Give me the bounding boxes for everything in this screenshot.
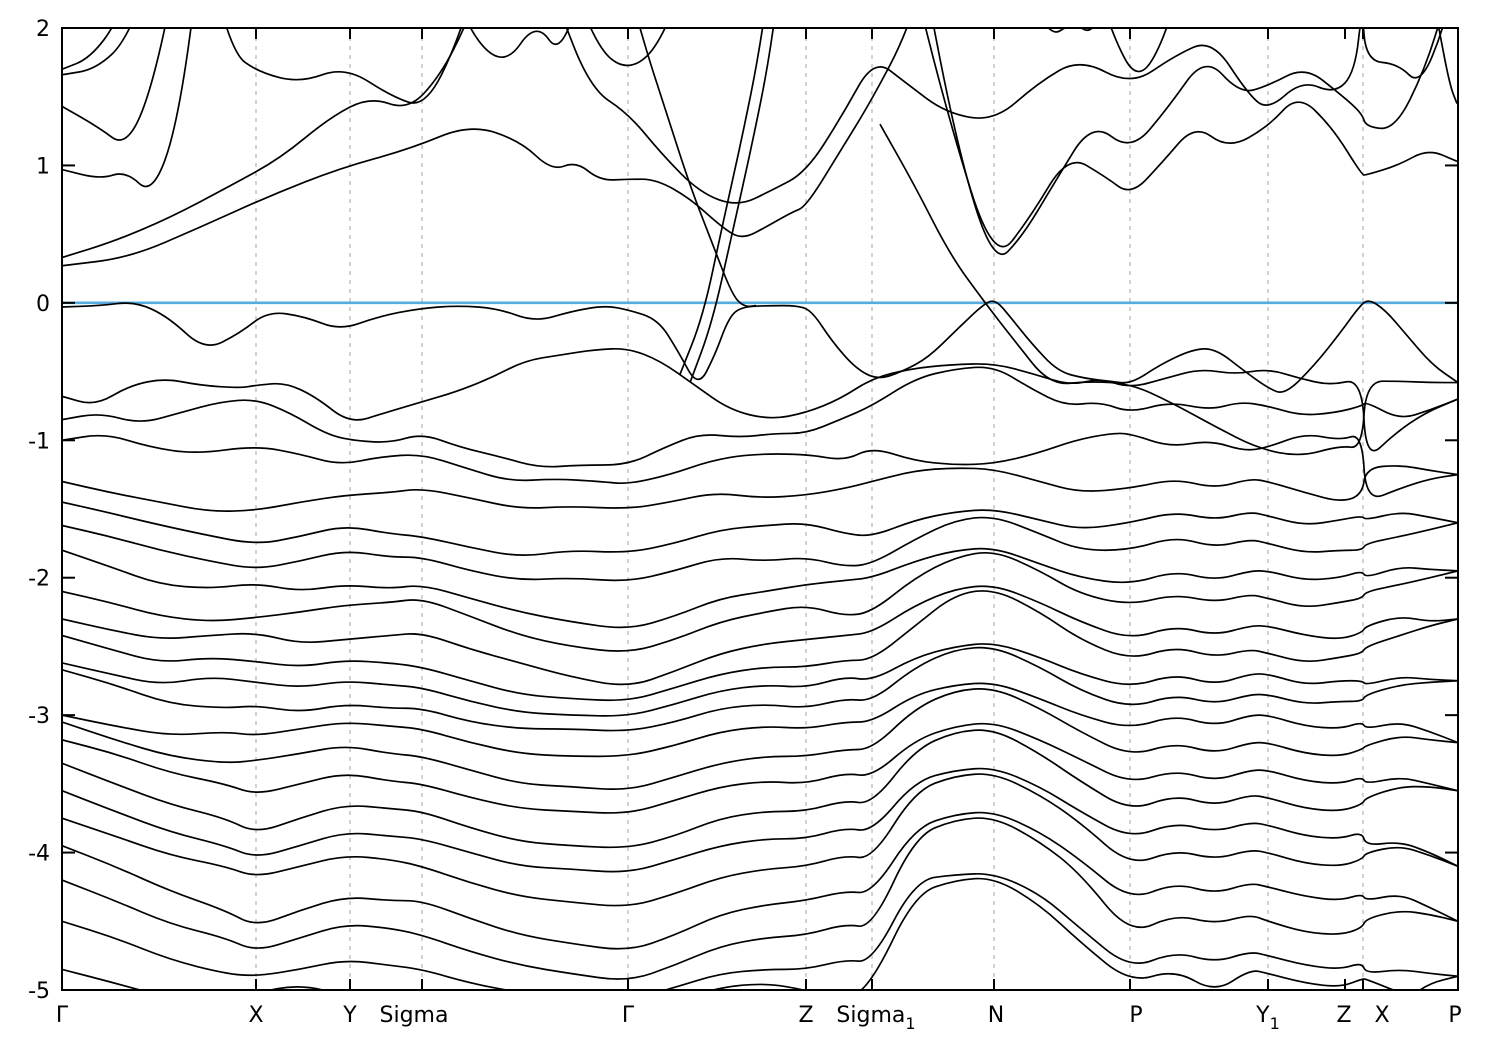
band-curve-cond-arc-long <box>565 28 1444 204</box>
k-label-Z: Z <box>1336 1003 1351 1028</box>
k-point-labels: Γ X Y Sigma Γ Z Sigma1 N P Y1 Z X P <box>56 1003 1462 1033</box>
k-label-Y1: Y1 <box>1255 1003 1280 1033</box>
band-curve-valence-6 <box>62 501 1458 556</box>
band-curve-valence-top <box>62 300 1458 393</box>
band-curve-valence-11 <box>62 590 1458 702</box>
band-curves <box>62 28 1458 990</box>
k-label-N: N <box>988 1003 1004 1028</box>
band-curve-valence-17 <box>62 729 1458 849</box>
band-curve-valence-10 <box>62 585 1458 686</box>
band-curve-cond-left-steep-1 <box>62 28 113 71</box>
band-curve-valence-7 <box>62 516 1458 582</box>
band-curve-valence-20 <box>62 811 1458 950</box>
y-tick-label-0: 0 <box>36 292 50 317</box>
k-label-P: P <box>1129 1003 1142 1028</box>
band-curve-cond-p-v <box>1110 28 1168 73</box>
band-curve-valence-18 <box>62 767 1458 873</box>
k-label-Z: Z <box>798 1003 813 1028</box>
band-curve-valence-13 <box>62 646 1458 732</box>
y-axis-labels: 2 1 0 -1 -2 -3 -4 -5 <box>28 17 50 1004</box>
y-tick-label--2: -2 <box>28 567 50 592</box>
band-curve-valence-14 <box>62 682 1458 758</box>
band-curve-valence-23 <box>62 877 1458 990</box>
k-label-Sigma1: Sigma1 <box>836 1003 915 1033</box>
band-curve-cond-riser-1 <box>62 28 465 259</box>
band-curve-valence-19 <box>62 773 1458 907</box>
y-tick-label--1: -1 <box>28 429 50 454</box>
band-curve-valence-3 <box>62 366 1458 468</box>
band-curve-valence-2 <box>62 347 1458 452</box>
band-curve-cond-steep-a <box>679 28 764 375</box>
band-curve-cond-left-steep-2 <box>62 28 131 76</box>
band-curve-valence-21 <box>62 817 1458 980</box>
k-label-Y: Y <box>342 1003 357 1028</box>
k-label-Γ: Γ <box>622 1003 635 1028</box>
band-curve-valence-16 <box>62 722 1458 814</box>
band-curve-valence-22 <box>62 873 1458 990</box>
band-curve-cond-left-dip <box>62 28 166 141</box>
band-curve-cond-gamma-u <box>589 28 666 67</box>
k-label-X: X <box>1374 1003 1389 1028</box>
y-tick-label--3: -3 <box>28 704 50 729</box>
y-tick-label-2: 2 <box>36 17 50 42</box>
plot-border <box>61 27 1459 991</box>
band-curve-cond-mid-descender <box>639 28 757 308</box>
k-label-P: P <box>1448 1003 1461 1028</box>
y-tick-label--5: -5 <box>28 979 50 1004</box>
band-curve-cond-right-edge-top <box>1438 28 1458 104</box>
band-curve-valence-8 <box>62 547 1458 629</box>
band-curve-valence-15 <box>62 688 1458 790</box>
y-tick-label-1: 1 <box>36 154 50 179</box>
band-curve-valence-5 <box>62 465 1458 512</box>
band-curve-cond-x-flat <box>225 28 462 104</box>
band-curve-cond-left-low <box>62 28 192 188</box>
y-tick-label--4: -4 <box>28 842 50 867</box>
k-label-X: X <box>248 1003 263 1028</box>
band-curve-valence-4 <box>62 432 1458 498</box>
band-curve-cond-riser-2 <box>62 28 908 267</box>
k-label-Γ: Γ <box>56 1003 69 1028</box>
k-label-Sigma: Sigma <box>380 1003 449 1028</box>
band-curve-valence-9 <box>62 551 1458 652</box>
gridlines <box>255 28 1364 990</box>
tick-marks <box>61 27 1459 991</box>
band-curve-cond-n-pair-2 <box>933 28 1439 256</box>
band-curve-cond-fermi-crosser <box>879 123 1457 456</box>
band-curve-cond-n-pair-1 <box>924 28 1458 248</box>
band-curve-cond-sigma-tangle <box>469 28 570 58</box>
band-curve-valence-12 <box>62 643 1458 717</box>
band-curve-cond-steep-b <box>689 28 775 383</box>
